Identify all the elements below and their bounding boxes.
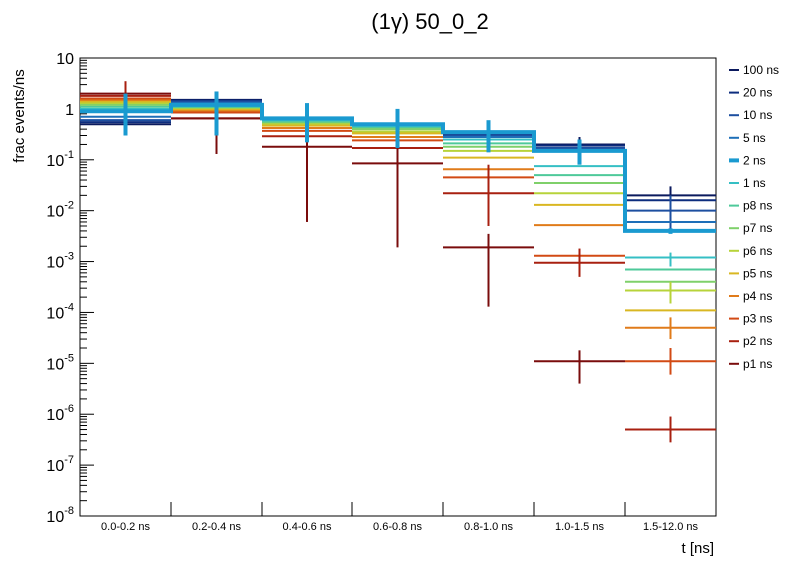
x-tick-label: 1.0-1.5 ns — [555, 521, 604, 533]
legend-label: 10 ns — [743, 108, 772, 122]
legend-label: 1 ns — [743, 176, 766, 190]
y-tick-exponent: -4 — [64, 301, 74, 313]
y-tick-base: 10 — [46, 305, 64, 322]
y-tick-base: 1 — [65, 102, 74, 119]
x-tick-label: 0.8-1.0 ns — [464, 521, 513, 533]
y-axis-label: frac events/ns — [11, 69, 28, 162]
legend-item: p8 ns — [729, 199, 772, 213]
y-tick-base: 10 — [46, 204, 64, 221]
legend-label: p7 ns — [743, 221, 772, 235]
legend-label: 100 ns — [743, 63, 779, 77]
y-tick-label: 1 — [65, 102, 74, 119]
legend-label: 2 ns — [743, 153, 766, 167]
legend-label: 5 ns — [743, 131, 766, 145]
x-axis: 0.0-0.2 ns 0.2-0.4 ns 0.4-0.6 ns 0.6-0.8 ns… — [101, 502, 699, 533]
y-tick-exponent: -5 — [64, 352, 74, 364]
y-tick-base: 10 — [46, 407, 64, 424]
legend-label: p8 ns — [743, 199, 772, 213]
legend-item: 1 ns — [729, 176, 766, 190]
legend-item: 10 ns — [729, 108, 772, 122]
y-tick-base: 10 — [56, 51, 74, 68]
series-layer — [80, 81, 716, 443]
y-tick-exponent: -8 — [64, 505, 74, 517]
y-tick-base: 10 — [46, 153, 64, 170]
legend-label: p2 ns — [743, 334, 772, 348]
y-tick-exponent: -6 — [64, 403, 74, 415]
legend-item: 5 ns — [729, 131, 766, 145]
y-tick-label: 10-1 — [46, 149, 74, 170]
y-tick-exponent: -2 — [64, 200, 74, 212]
legend-item: p6 ns — [729, 244, 772, 258]
legend-item: p3 ns — [729, 312, 772, 326]
x-tick-label: 0.0-0.2 ns — [101, 521, 150, 533]
y-tick-exponent: -1 — [64, 149, 74, 161]
legend-label: 20 ns — [743, 86, 772, 100]
y-tick-exponent: -3 — [64, 251, 74, 263]
legend-label: p1 ns — [743, 357, 772, 371]
y-tick-label: 10-7 — [46, 454, 74, 475]
y-tick-exponent: -7 — [64, 454, 74, 466]
series-2-ns — [80, 91, 716, 234]
x-axis-label: t [ns] — [681, 540, 714, 557]
legend-item: p1 ns — [729, 357, 772, 371]
legend-label: p3 ns — [743, 312, 772, 326]
legend-label: p4 ns — [743, 289, 772, 303]
legend-item: p2 ns — [729, 334, 772, 348]
legend-item: p7 ns — [729, 221, 772, 235]
y-tick-label: 10-3 — [46, 251, 74, 272]
y-tick-label: 10 — [56, 51, 74, 68]
legend-label: p6 ns — [743, 244, 772, 258]
y-tick-label: 10-6 — [46, 403, 74, 424]
x-tick-label: 0.6-0.8 ns — [373, 521, 422, 533]
legend: 100 ns 20 ns 10 ns 5 ns 2 ns 1 ns p8 ns p7 ns p6… — [729, 63, 779, 371]
y-tick-base: 10 — [46, 356, 64, 373]
legend-label: p5 ns — [743, 266, 772, 280]
y-tick-base: 10 — [46, 509, 64, 526]
plot-frame — [79, 57, 717, 517]
y-tick-base: 10 — [46, 458, 64, 475]
chart-title: (1γ) 50_0_2 — [371, 9, 488, 34]
x-tick-label: 0.4-0.6 ns — [283, 521, 332, 533]
x-tick-label: 1.5-12.0 ns — [643, 521, 699, 533]
y-tick-base: 10 — [46, 255, 64, 272]
legend-item: p5 ns — [729, 266, 772, 280]
legend-item: 20 ns — [729, 86, 772, 100]
y-tick-label: 10-8 — [46, 505, 74, 526]
y-tick-label: 10-2 — [46, 200, 74, 221]
x-tick-label: 0.2-0.4 ns — [192, 521, 241, 533]
legend-item: 2 ns — [729, 153, 766, 167]
legend-item: p4 ns — [729, 289, 772, 303]
y-tick-label: 10-4 — [46, 301, 74, 322]
y-tick-label: 10-5 — [46, 352, 74, 373]
legend-item: 100 ns — [729, 63, 779, 77]
